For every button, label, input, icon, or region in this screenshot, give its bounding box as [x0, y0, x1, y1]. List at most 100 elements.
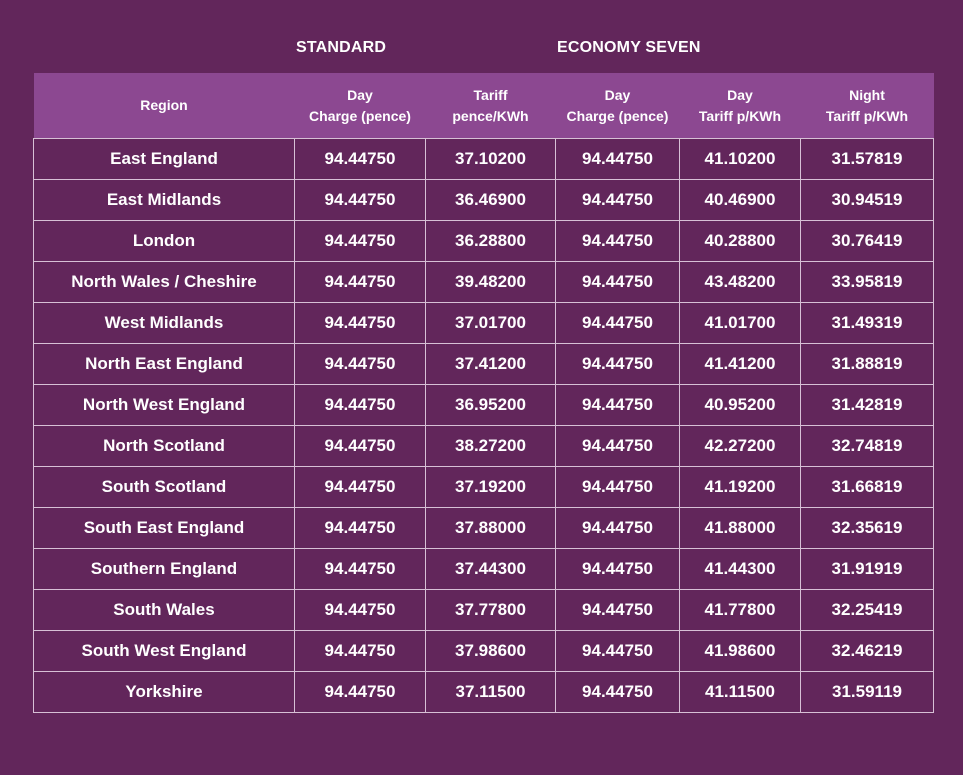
- e7-night-tariff-cell: 31.66819: [800, 466, 934, 508]
- e7-day-tariff-cell: 40.95200: [679, 384, 801, 426]
- column-header-line: Tariff p/KWh: [825, 107, 909, 124]
- standard-day-charge-cell: 94.44750: [294, 589, 426, 631]
- region-cell: South Wales: [33, 589, 295, 631]
- region-cell: London: [33, 220, 295, 262]
- e7-night-tariff-cell: 31.88819: [800, 343, 934, 385]
- region-cell: Yorkshire: [33, 671, 295, 713]
- region-cell: South Scotland: [33, 466, 295, 508]
- standard-day-charge-cell: 94.44750: [294, 179, 426, 221]
- e7-night-tariff-cell: 31.42819: [800, 384, 934, 426]
- standard-day-charge-cell: 94.44750: [294, 548, 426, 590]
- e7-day-charge-cell: 94.44750: [555, 671, 680, 713]
- e7-night-tariff-cell: 32.35619: [800, 507, 934, 549]
- standard-tariff-cell: 37.44300: [425, 548, 556, 590]
- e7-day-charge-cell: 94.44750: [555, 507, 680, 549]
- e7-day-tariff-cell: 41.44300: [679, 548, 801, 590]
- column-header-line: Day: [347, 86, 373, 103]
- standard-day-charge-cell: 94.44750: [294, 507, 426, 549]
- e7-day-tariff-cell: 41.98600: [679, 630, 801, 672]
- standard-tariff-cell: 37.88000: [425, 507, 556, 549]
- column-header-line: Day: [604, 86, 631, 103]
- standard-day-charge-cell: 94.44750: [294, 384, 426, 426]
- table-row: South Scotland 94.44750 37.19200 94.44750 41…: [33, 466, 934, 508]
- table-row: Yorkshire 94.44750 37.11500 94.44750 41.1150…: [33, 671, 934, 713]
- table-row: North Scotland 94.44750 38.27200 94.44750 42…: [33, 425, 934, 467]
- region-cell: West Midlands: [33, 302, 295, 344]
- column-header-line: Day: [727, 86, 753, 103]
- e7-night-tariff-cell: 33.95819: [800, 261, 934, 303]
- table-row: East Midlands 94.44750 36.46900 94.44750 40.…: [33, 179, 934, 221]
- region-cell: North Wales / Cheshire: [33, 261, 295, 303]
- table-row: North Wales / Cheshire 94.44750 39.48200 94…: [33, 261, 934, 303]
- column-header-line: Charge (pence): [566, 107, 669, 124]
- table-header-row: Region Day Charge (pence) Tariff pence/K…: [33, 73, 934, 138]
- table-row: West Midlands 94.44750 37.01700 94.44750 41.…: [33, 302, 934, 344]
- e7-day-charge-cell: 94.44750: [555, 179, 680, 221]
- e7-day-charge-cell: 94.44750: [555, 384, 680, 426]
- region-cell: North West England: [33, 384, 295, 426]
- standard-tariff-cell: 37.19200: [425, 466, 556, 508]
- standard-tariff-cell: 36.95200: [425, 384, 556, 426]
- standard-tariff-cell: 37.10200: [425, 138, 556, 180]
- column-header-line: Charge (pence): [309, 107, 411, 124]
- column-header-line: Region: [140, 97, 188, 113]
- standard-tariff-cell: 39.48200: [425, 261, 556, 303]
- standard-tariff-cell: 36.46900: [425, 179, 556, 221]
- e7-day-charge-cell: 94.44750: [555, 425, 680, 467]
- e7-day-tariff-cell: 41.19200: [679, 466, 801, 508]
- column-header-line: pence/KWh: [452, 107, 529, 124]
- table-row: South Wales 94.44750 37.77800 94.44750 41.77…: [33, 589, 934, 631]
- e7-day-tariff-cell: 41.11500: [679, 671, 801, 713]
- standard-group-label: STANDARD: [296, 39, 387, 56]
- e7-day-tariff-cell: 41.77800: [679, 589, 801, 631]
- e7-night-tariff-cell: 31.57819: [800, 138, 934, 180]
- e7-day-tariff-cell: 41.10200: [679, 138, 801, 180]
- e7-day-charge-cell: 94.44750: [555, 302, 680, 344]
- standard-day-charge-cell: 94.44750: [294, 261, 426, 303]
- region-cell: East Midlands: [33, 179, 295, 221]
- e7-night-tariff-cell: 30.76419: [800, 220, 934, 262]
- e7-day-charge-cell: 94.44750: [555, 630, 680, 672]
- table-row: South East England 94.44750 37.88000 94.447…: [33, 507, 934, 549]
- e7-night-tariff-cell: 31.49319: [800, 302, 934, 344]
- standard-day-charge-cell: 94.44750: [294, 220, 426, 262]
- region-cell: South East England: [33, 507, 295, 549]
- e7-night-tariff-cell: 31.59119: [800, 671, 934, 713]
- standard-day-charge-cell: 94.44750: [294, 343, 426, 385]
- table-row: Southern England 94.44750 37.44300 94.44750…: [33, 548, 934, 590]
- standard-day-charge-cell: 94.44750: [294, 425, 426, 467]
- table-row: North East England 94.44750 37.41200 94.447…: [33, 343, 934, 385]
- region-cell: South West England: [33, 630, 295, 672]
- table-row: North West England 94.44750 36.95200 94.447…: [33, 384, 934, 426]
- e7-day-charge-cell: 94.44750: [555, 261, 680, 303]
- table-row: South West England 94.44750 37.98600 94.447…: [33, 630, 934, 672]
- e7-day-tariff-cell: 42.27200: [679, 425, 801, 467]
- region-cell: East England: [33, 138, 295, 180]
- e7-night-tariff-cell: 30.94519: [800, 179, 934, 221]
- standard-day-charge-cell: 94.44750: [294, 466, 426, 508]
- e7-day-tariff-cell: 41.41200: [679, 343, 801, 385]
- standard-tariff-cell: 37.77800: [425, 589, 556, 631]
- standard-tariff-cell: 36.28800: [425, 220, 556, 262]
- standard-tariff-cell: 37.11500: [425, 671, 556, 713]
- e7-day-charge-cell: 94.44750: [555, 343, 680, 385]
- column-header-region: Region: [34, 73, 295, 138]
- region-cell: Southern England: [33, 548, 295, 590]
- e7-day-charge-cell: 94.44750: [555, 589, 680, 631]
- standard-day-charge-cell: 94.44750: [294, 630, 426, 672]
- column-header-line: Tariff p/KWh: [698, 107, 782, 124]
- column-header-e7-day-tariff: Day Tariff p/KWh: [680, 73, 801, 138]
- e7-day-charge-cell: 94.44750: [555, 548, 680, 590]
- standard-tariff-cell: 37.98600: [425, 630, 556, 672]
- e7-day-tariff-cell: 41.88000: [679, 507, 801, 549]
- standard-tariff-cell: 37.01700: [425, 302, 556, 344]
- standard-day-charge-cell: 94.44750: [294, 138, 426, 180]
- tariff-table: Region Day Charge (pence) Tariff pence/K…: [33, 73, 934, 713]
- standard-tariff-cell: 37.41200: [425, 343, 556, 385]
- table-body: East England 94.44750 37.10200 94.44750 41.1…: [33, 138, 934, 713]
- e7-night-tariff-cell: 32.25419: [800, 589, 934, 631]
- standard-day-charge-cell: 94.44750: [294, 302, 426, 344]
- column-header-standard-day-charge: Day Charge (pence): [295, 73, 426, 138]
- e7-day-charge-cell: 94.44750: [555, 466, 680, 508]
- economy-seven-group-label: ECONOMY SEVEN: [557, 39, 701, 56]
